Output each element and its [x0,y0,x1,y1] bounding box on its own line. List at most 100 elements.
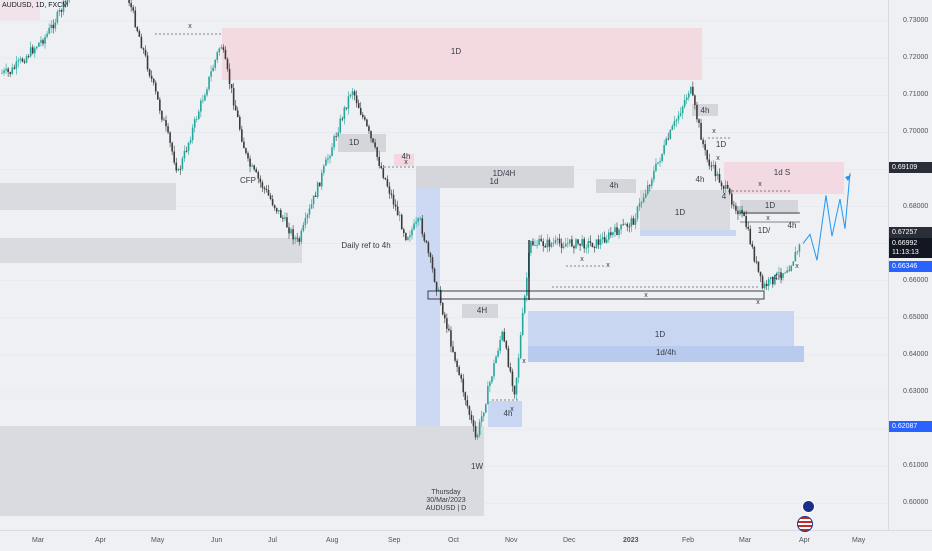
candle-body [54,22,57,29]
candle-body [228,69,231,85]
candle-body [796,251,799,253]
candle-body [282,217,284,219]
candle-body [405,232,407,240]
zone-label: 4h [701,106,710,115]
candle-body [464,392,467,401]
candle-body [476,435,479,438]
candle-body [364,117,366,120]
range-box [427,290,765,300]
marker-x: x [756,299,760,306]
time-tick-label: Aug [326,537,339,544]
candle-body [495,356,497,364]
candle-body [509,366,512,372]
candle-body [56,11,59,23]
zone-label: 4 [722,192,727,201]
candle-body [470,414,473,421]
candle-body [189,140,192,143]
candle-body [403,229,405,233]
marker-x: x [758,181,762,188]
candle-body [628,226,631,228]
candle-body [466,400,469,407]
candle-body [38,42,40,47]
candle-body [671,125,674,130]
candle-body [487,386,489,405]
candle-body [44,36,46,44]
candle-body [407,237,409,240]
zone-label: 1d [490,177,499,186]
candle-body [241,129,243,142]
candle-body [786,270,788,273]
candle-body [706,150,708,160]
candle-body [265,188,268,191]
candle-body [308,208,311,215]
candle-body [700,122,702,140]
candle-body [560,243,563,248]
usa-flag-icon [797,516,813,532]
candle-body [653,170,655,180]
candle-body [195,119,198,120]
price-tick-label: 0.68000 [903,202,929,210]
candle-body [159,99,161,111]
zone-label: 1W [471,462,483,471]
candle-body [526,277,528,296]
candle-body [618,229,620,235]
candle-body [597,239,600,245]
candle-body [273,205,276,208]
candle-body [558,238,561,244]
candle-body [452,346,454,352]
candle-body [556,238,559,240]
candle-body [366,119,368,127]
candle-body [507,348,510,367]
candle-body [761,276,764,289]
candle-body [554,239,557,243]
candle-body [776,272,778,275]
time-tick-label: Sep [388,537,401,544]
candle-body [575,239,577,249]
zone-label: 4h [788,221,797,230]
candle-body [747,226,749,229]
candle-body [25,56,28,63]
date-info-box: Thursday 30/Mar/2023 AUDUSD | D [418,489,474,513]
zone-gray-1d-mid [640,190,730,234]
candle-body [446,318,448,329]
candle-body [144,49,147,56]
candle-body [419,218,421,220]
candle-body [431,257,434,269]
candle-body [433,268,436,282]
candle-body [519,335,522,358]
candle-body [435,281,438,291]
zone-label: 1D [675,208,685,217]
price-tag: 0.67257 [889,227,932,238]
candle-body [687,93,690,98]
candle-body [429,253,432,258]
candle-body [569,239,571,244]
candle-body [396,206,399,216]
candle-body [472,420,475,427]
candle-body [778,272,780,274]
candle-body [181,158,184,170]
candle-body [333,136,335,148]
candle-body [538,238,540,245]
candle-body [616,227,618,235]
candle-body [661,153,663,162]
candle-body [458,366,460,375]
candle-body [640,202,643,204]
candle-body [255,169,257,173]
zone-label: 1D [451,47,461,56]
projection-path [802,173,851,261]
info-symbol: AUDUSD | D [425,505,467,512]
candle-body [626,223,629,227]
zone-1d-right [724,162,844,194]
candle-body [40,40,42,43]
candle-body [763,283,766,289]
candle-body [247,152,249,159]
time-axis[interactable] [0,530,932,551]
candle-body [339,118,342,133]
candle-body [485,404,487,413]
candle-body [13,67,16,69]
candle-body [579,243,581,246]
candle-body [167,126,169,133]
candle-body [622,224,624,226]
zone-gray-1w [0,426,484,516]
